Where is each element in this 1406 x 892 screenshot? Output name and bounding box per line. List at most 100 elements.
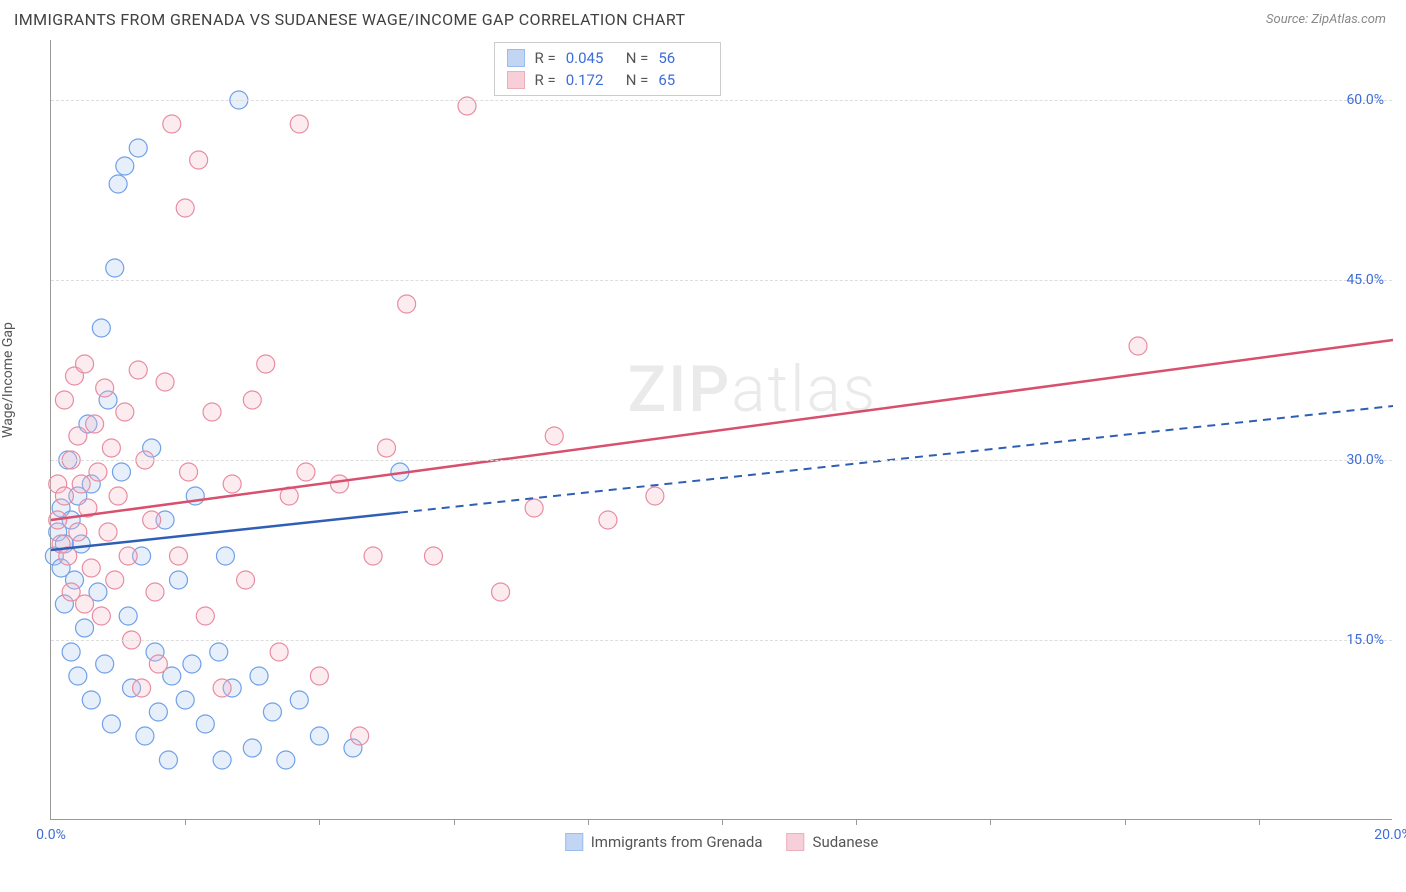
y-axis-label: Wage/Income Gap [0, 322, 16, 438]
data-point [237, 571, 255, 589]
data-point [99, 523, 117, 541]
data-point [297, 463, 315, 481]
data-point [277, 751, 295, 769]
data-point [213, 751, 231, 769]
data-point [133, 679, 151, 697]
data-point [310, 667, 328, 685]
data-point [398, 295, 416, 313]
x-tick [454, 819, 455, 825]
data-point [149, 655, 167, 673]
y-tick-label: 60.0% [1346, 92, 1384, 108]
data-point [216, 547, 234, 565]
gridline-h [51, 280, 1392, 281]
data-point [82, 691, 100, 709]
data-point [76, 619, 94, 637]
trend-line-solid [51, 340, 1393, 520]
data-point [525, 499, 543, 517]
data-point [129, 361, 147, 379]
data-point [213, 679, 231, 697]
stats-row: R =0.172N =65 [507, 69, 709, 91]
y-tick-label: 30.0% [1346, 452, 1384, 468]
data-point [270, 643, 288, 661]
legend-swatch [507, 49, 525, 67]
data-point [149, 703, 167, 721]
data-point [180, 463, 198, 481]
data-point [69, 523, 87, 541]
data-point [102, 715, 120, 733]
data-point [203, 403, 221, 421]
data-point [331, 475, 349, 493]
data-point [351, 727, 369, 745]
x-tick [722, 819, 723, 825]
n-value: 65 [658, 69, 708, 91]
x-tick [856, 819, 857, 825]
plot-svg [51, 40, 1392, 819]
n-label: N = [626, 47, 649, 69]
legend-bottom: Immigrants from Grenada Sudanese [565, 833, 879, 851]
data-point [183, 655, 201, 673]
data-point [257, 355, 275, 373]
data-point [72, 475, 90, 493]
data-point [96, 655, 114, 673]
x-tick [185, 819, 186, 825]
data-point [210, 643, 228, 661]
data-point [159, 751, 177, 769]
data-point [263, 703, 281, 721]
data-point [290, 115, 308, 133]
data-point [176, 691, 194, 709]
stats-legend-box: R = 0.045 N = 56R = 0.172 N = 65 [494, 42, 722, 96]
legend-item: Immigrants from Grenada [565, 833, 763, 851]
r-label: R = [535, 47, 556, 69]
stats-row: R = 0.045 N = 56 [507, 47, 709, 69]
data-point [143, 511, 161, 529]
data-point [136, 727, 154, 745]
data-point [96, 379, 114, 397]
data-point [156, 373, 174, 391]
data-point [106, 259, 124, 277]
legend-label: Immigrants from Grenada [591, 833, 763, 851]
source-label: Source: ZipAtlas.com [1266, 12, 1386, 27]
data-point [112, 463, 130, 481]
data-point [129, 139, 147, 157]
gridline-h [51, 100, 1392, 101]
data-point [492, 583, 510, 601]
data-point [243, 391, 261, 409]
gridline-h [51, 640, 1392, 641]
x-tick-label: 0.0% [36, 827, 66, 843]
r-value: 0.045 [566, 47, 616, 69]
data-point [169, 571, 187, 589]
n-value: 56 [658, 47, 708, 69]
data-point [545, 427, 563, 445]
data-point [55, 391, 73, 409]
data-point [163, 115, 181, 133]
data-point [106, 571, 124, 589]
y-tick-label: 45.0% [1346, 272, 1384, 288]
data-point [116, 403, 134, 421]
legend-label: Sudanese [813, 833, 879, 851]
r-value: 0.172 [566, 69, 616, 91]
n-label: N = [626, 69, 649, 91]
data-point [92, 319, 110, 337]
data-point [76, 355, 94, 373]
data-point [92, 607, 110, 625]
data-point [1129, 337, 1147, 355]
data-point [176, 199, 194, 217]
data-point [196, 607, 214, 625]
data-point [119, 607, 137, 625]
legend-swatch [507, 71, 525, 89]
legend-swatch [565, 833, 583, 851]
data-point [102, 439, 120, 457]
data-point [169, 547, 187, 565]
legend-swatch [787, 833, 805, 851]
x-tick-label: 20.0% [1374, 827, 1406, 843]
data-point [86, 415, 104, 433]
data-point [69, 427, 87, 445]
data-point [146, 583, 164, 601]
y-tick-label: 15.0% [1346, 632, 1384, 648]
data-point [55, 487, 73, 505]
data-point [190, 151, 208, 169]
x-tick [588, 819, 589, 825]
data-point [424, 547, 442, 565]
x-tick [1259, 819, 1260, 825]
data-point [378, 439, 396, 457]
